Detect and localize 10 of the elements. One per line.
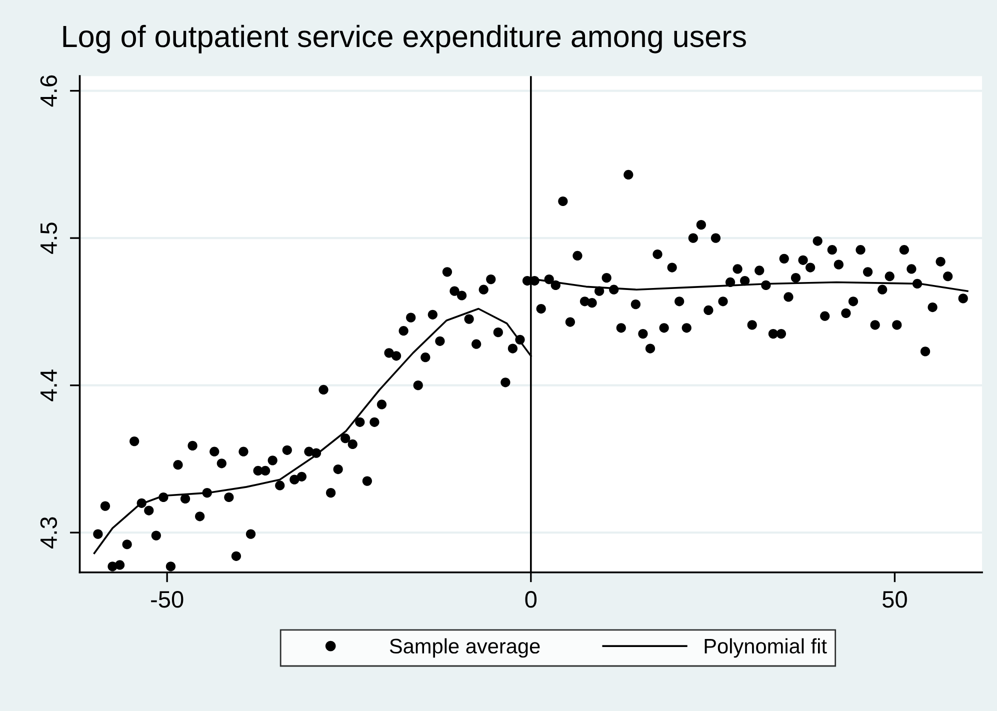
text: Sample average (390, 638, 540, 658)
y-tick-label: 4.5 (40, 222, 58, 254)
y-tick-label: 4.3 (40, 517, 58, 548)
y-tick-label: 4.6 (40, 75, 58, 107)
chart-title: Log of outpatient service expenditure among users (63, 24, 746, 54)
x-tick-label: 0 (525, 591, 537, 608)
legend-label: Polynomial fit (704, 638, 827, 658)
x-tick-label: 50 (882, 591, 907, 608)
y-tick-label: 4.4 (40, 370, 57, 402)
x-tick-label: -50 (151, 591, 184, 608)
